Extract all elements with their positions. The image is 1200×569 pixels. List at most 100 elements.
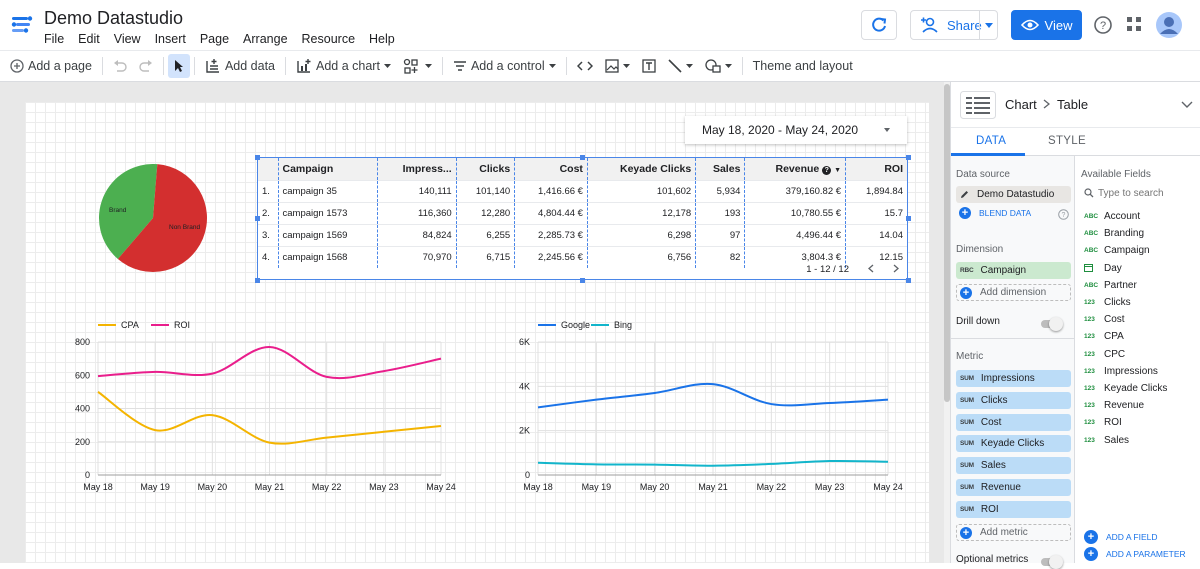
menu-help[interactable]: Help — [369, 32, 395, 46]
menu-arrange[interactable]: Arrange — [243, 32, 288, 46]
view-button[interactable]: View — [1011, 10, 1082, 40]
resize-handle[interactable] — [580, 155, 585, 160]
avatar[interactable] — [1155, 11, 1183, 39]
col-header-revenue[interactable]: Revenue ? ▼ — [744, 158, 846, 180]
undo-button[interactable] — [107, 54, 133, 78]
metric-chip[interactable]: SUM Revenue — [956, 479, 1071, 496]
chevron-left-icon[interactable] — [868, 264, 874, 273]
col-header-sales[interactable]: Sales — [695, 158, 745, 180]
share-dropdown[interactable] — [979, 11, 997, 39]
metric-chip[interactable]: SUM ROI — [956, 500, 1071, 518]
available-field[interactable]: ABC Partner — [1084, 280, 1137, 291]
available-field[interactable]: Day — [1084, 263, 1122, 274]
table-row[interactable]: 4. campaign 1568 70,970 6,715 2,245.56 €6,75… — [258, 245, 907, 268]
available-field[interactable]: 123 Impressions — [1084, 366, 1158, 377]
col-header-clicks[interactable]: Clicks — [455, 158, 515, 180]
available-field[interactable]: 123 Keyade Clicks — [1084, 383, 1167, 394]
line-button[interactable] — [662, 54, 699, 78]
col-header-cost[interactable]: Cost — [514, 158, 588, 180]
add-metric-button[interactable]: + Add metric — [956, 524, 1071, 541]
redo-button[interactable] — [133, 54, 159, 78]
menu-resource[interactable]: Resource — [301, 32, 356, 46]
series-line-bing[interactable] — [537, 459, 889, 467]
dimension-chip-campaign[interactable]: RBC Campaign — [956, 262, 1071, 279]
add-page-button[interactable]: Add a page — [4, 54, 98, 78]
add-dimension-button[interactable]: + Add dimension — [956, 284, 1071, 301]
col-header-keyade-clicks[interactable]: Keyade Clicks — [586, 158, 696, 180]
available-field[interactable]: ABC Branding — [1084, 228, 1144, 239]
pie-chart[interactable]: Brand Non Brand — [98, 164, 210, 272]
drill-down-toggle[interactable] — [1041, 317, 1063, 331]
add-parameter-button[interactable]: + ADD A PARAMETER — [1081, 547, 1186, 561]
help-icon[interactable]: ? — [1093, 15, 1113, 35]
col-header-impressions[interactable]: Impress... — [377, 158, 457, 180]
resize-handle[interactable] — [906, 216, 911, 221]
pie-slice-non-brand[interactable] — [117, 164, 208, 272]
resize-handle[interactable] — [580, 278, 585, 283]
share-button[interactable]: Share — [910, 10, 998, 40]
data-source-chip[interactable]: Demo Datastudio — [956, 186, 1071, 203]
available-field[interactable]: 123 Sales — [1084, 435, 1129, 446]
available-field[interactable]: 123 CPC — [1084, 349, 1125, 360]
col-header-campaign[interactable]: Campaign — [277, 158, 378, 180]
refresh-button[interactable] — [861, 10, 897, 40]
canvas-scrollbar[interactable] — [944, 82, 950, 563]
line-chart-google-bing[interactable]: 0 2K 4K 6K May 18 May 19 May 20 May 21 May 22 May… — [500, 312, 910, 497]
table-row[interactable]: 3. campaign 1569 84,824 6,255 2,285.73 €6,29… — [258, 223, 907, 246]
embed-url-button[interactable] — [571, 54, 599, 78]
available-field[interactable]: 123 Revenue — [1084, 400, 1144, 411]
pie-slice-brand[interactable] — [99, 164, 158, 260]
chart-type-label[interactable]: Table — [1057, 97, 1089, 112]
available-field[interactable]: ABC Campaign — [1084, 245, 1150, 256]
scrollbar-thumb[interactable] — [944, 84, 950, 402]
report-title[interactable]: Demo Datastudio — [44, 8, 184, 28]
chevron-right-icon[interactable] — [893, 264, 899, 273]
available-field[interactable]: 123 Clicks — [1084, 297, 1131, 308]
resize-handle[interactable] — [906, 278, 911, 283]
blend-data-button[interactable]: + BLEND DATA — [956, 207, 1031, 219]
resize-handle[interactable] — [255, 216, 260, 221]
add-data-button[interactable]: Add data — [199, 54, 281, 78]
select-tool-button[interactable] — [167, 54, 190, 78]
resize-handle[interactable] — [255, 278, 260, 283]
resize-handle[interactable] — [255, 155, 260, 160]
table-row[interactable]: 2. campaign 1573 116,360 12,280 4,804.44 €12… — [258, 201, 907, 224]
metric-chip[interactable]: SUM Impressions — [956, 370, 1071, 387]
chevron-down-icon[interactable] — [1181, 101, 1193, 108]
available-field[interactable]: 123 CPA — [1084, 331, 1124, 342]
available-field[interactable]: 123 ROI — [1084, 417, 1122, 428]
text-button[interactable] — [636, 54, 662, 78]
menu-view[interactable]: View — [113, 32, 141, 46]
series-line-google[interactable] — [537, 382, 889, 409]
menu-edit[interactable]: Edit — [78, 32, 100, 46]
col-header-roi[interactable]: ROI — [845, 158, 907, 180]
add-chart-button[interactable]: Add a chart — [290, 54, 397, 78]
date-range-control[interactable]: May 18, 2020 - May 24, 2020 — [685, 116, 907, 144]
metric-chip[interactable]: SUM Clicks — [956, 391, 1071, 409]
field-search-input[interactable] — [1098, 185, 1196, 201]
available-field[interactable]: ABC Account — [1084, 211, 1140, 222]
community-viz-button[interactable] — [397, 54, 438, 78]
help-icon[interactable]: ? — [1058, 209, 1069, 220]
shape-button[interactable] — [699, 54, 738, 78]
tab-style[interactable]: STYLE — [1048, 135, 1086, 147]
add-control-button[interactable]: Add a control — [447, 54, 562, 78]
theme-layout-button[interactable]: Theme and layout — [747, 54, 859, 78]
series-line-roi[interactable] — [97, 345, 442, 380]
resize-handle[interactable] — [906, 155, 911, 160]
series-line-cpa[interactable] — [97, 391, 442, 445]
tab-data[interactable]: DATA — [976, 135, 1007, 147]
menu-page[interactable]: Page — [199, 32, 230, 46]
image-button[interactable] — [599, 54, 636, 78]
metric-chip[interactable]: SUM Sales — [956, 457, 1071, 475]
add-field-button[interactable]: + ADD A FIELD — [1081, 530, 1158, 544]
menu-insert[interactable]: Insert — [154, 32, 186, 46]
available-field[interactable]: 123 Cost — [1084, 314, 1125, 325]
apps-grid-icon[interactable] — [1127, 17, 1141, 31]
line-chart-cpa-roi[interactable]: 0 200 400 600 800 May 18 May 19 May 20 May 21 May… — [60, 312, 460, 497]
metric-chip[interactable]: SUM Keyade Clicks — [956, 435, 1071, 453]
metric-chip[interactable]: SUM Cost — [956, 413, 1071, 431]
data-table[interactable]: Campaign Impress... Clicks Cost Keyade C… — [257, 157, 908, 280]
optional-metrics-toggle[interactable] — [1041, 555, 1063, 569]
table-row[interactable]: 1. campaign 35 140,111 101,140 1,416.66 €101… — [258, 179, 907, 202]
